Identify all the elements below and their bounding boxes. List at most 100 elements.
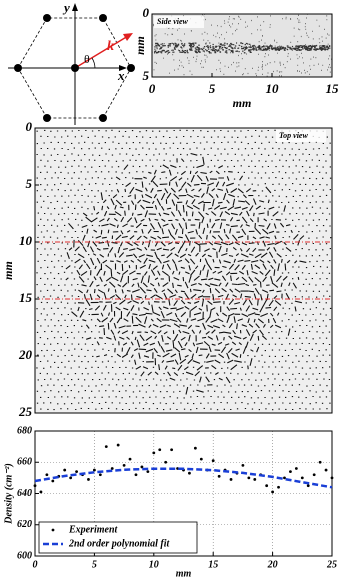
axis-label: y <box>62 0 70 15</box>
y-tick-label: 20 <box>18 347 33 362</box>
plot-frame <box>34 127 333 414</box>
angle-label: θ <box>84 52 90 66</box>
data-point <box>283 476 286 480</box>
data-point <box>247 476 251 480</box>
annotation-background <box>154 16 204 28</box>
data-point <box>87 478 90 481</box>
data-point <box>140 465 144 469</box>
y-tick-label: 10 <box>19 233 33 248</box>
x-tick-label: 10 <box>266 81 280 96</box>
y-tick-label: 5 <box>26 176 33 191</box>
data-point <box>134 473 138 477</box>
data-point <box>146 470 150 474</box>
data-point <box>39 490 43 494</box>
particle-texture <box>36 129 332 411</box>
x-tick-label: 20 <box>267 559 278 570</box>
angle-arc <box>91 57 96 69</box>
data-point <box>253 478 257 481</box>
data-point <box>152 451 156 455</box>
y-tick-label: 640 <box>17 488 32 499</box>
annotation: Top view <box>279 131 308 140</box>
data-point <box>211 459 215 463</box>
data-point <box>93 468 96 472</box>
legend-box <box>38 521 198 554</box>
data-point <box>188 471 191 475</box>
arrow-head <box>72 3 78 11</box>
y-tick-label: 680 <box>17 425 32 436</box>
data-point <box>312 473 316 477</box>
y-tick-label: 0 <box>143 5 150 20</box>
x-tick-label: 15 <box>208 559 218 570</box>
annotation-box: Side view <box>154 16 204 28</box>
y-tick-label: 600 <box>17 550 32 561</box>
data-point <box>128 457 132 461</box>
y-tick-label: 25 <box>18 404 33 419</box>
x-tick-label: 25 <box>326 559 337 570</box>
plot-frame <box>151 13 333 78</box>
data-point <box>33 484 37 488</box>
y-tick-label: 0 <box>26 119 33 134</box>
y-axis-label: mm <box>133 36 147 55</box>
legend-label: 2nd order polynomial fit <box>68 538 171 549</box>
data-point <box>110 467 114 470</box>
y-tick-label: 5 <box>143 68 150 83</box>
fit-line <box>34 467 333 489</box>
annotation-background <box>276 130 326 142</box>
x-tick-label: 15 <box>326 81 340 96</box>
data-point <box>217 474 221 478</box>
k-vector <box>74 35 129 69</box>
x-axis-label: mm <box>233 96 252 110</box>
x-tick-label: 5 <box>92 559 97 570</box>
data-point <box>51 479 55 483</box>
legend-label: Experiment <box>68 524 119 535</box>
data-point <box>306 484 310 488</box>
x-tick-label: 0 <box>33 559 38 570</box>
data-point <box>229 478 233 481</box>
data-point <box>318 460 322 464</box>
data-point <box>271 490 274 494</box>
data-point <box>122 463 126 467</box>
data-point <box>330 476 334 480</box>
data-point <box>265 484 269 488</box>
data-point <box>324 468 328 472</box>
y-axis-label: mm <box>1 261 15 280</box>
arrow-head <box>123 33 133 41</box>
y-tick-label: 15 <box>19 290 33 305</box>
y-axis-label: Density (cm⁻²) <box>3 463 14 525</box>
data-point <box>241 463 245 467</box>
data-point <box>277 485 280 489</box>
lattice-sites <box>14 14 135 122</box>
y-tick-label: 620 <box>17 519 32 530</box>
legend-swatch <box>51 528 55 532</box>
annotation: Side view <box>157 17 189 26</box>
image-background <box>35 128 332 413</box>
data-point <box>158 448 162 452</box>
x-tick-label: 10 <box>149 559 159 570</box>
data-point <box>193 446 197 450</box>
vector-label: k <box>107 39 114 54</box>
data-point <box>63 468 67 472</box>
data-point <box>300 476 304 480</box>
particle-texture <box>152 13 332 77</box>
data-point <box>69 476 73 480</box>
data-point <box>75 470 78 474</box>
y-tick-label: 660 <box>17 457 32 468</box>
data-point <box>164 460 168 464</box>
annotation-box: Top view <box>276 130 326 142</box>
lattice-diagram: y x k θ <box>8 0 135 125</box>
data-point <box>104 445 108 449</box>
x-tick-label: 0 <box>149 81 156 96</box>
axis-label: x <box>117 68 125 83</box>
x-tick-label: 5 <box>209 81 216 96</box>
data-point <box>199 457 203 461</box>
data-point <box>45 473 49 477</box>
data-point <box>289 470 292 474</box>
data-point <box>98 473 102 477</box>
x-axis-label: mm <box>176 568 192 578</box>
data-point <box>170 448 174 452</box>
arrow-head <box>119 65 127 71</box>
data-point <box>116 443 120 447</box>
legend: Experiment 2nd order polynomial fit <box>38 521 198 554</box>
data-point <box>294 467 298 470</box>
